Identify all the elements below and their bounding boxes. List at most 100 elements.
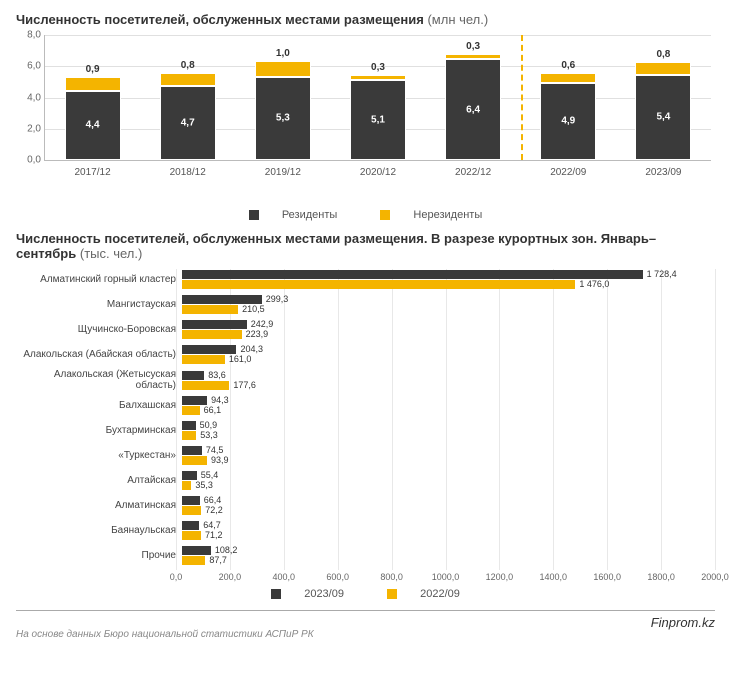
hbar-bars: 64,771,2 <box>182 520 715 541</box>
legend-label: Резиденты <box>282 209 337 221</box>
bar-residents: 4,7 <box>160 86 216 160</box>
hbar-2022: 72,2 <box>182 506 201 515</box>
col-stack: 4,7 0,8 <box>160 73 216 160</box>
hbar-value: 87,7 <box>209 555 227 565</box>
bar-nonresidents: 0,6 <box>540 73 596 82</box>
x-tick-label: 2022/09 <box>521 167 616 178</box>
hbar-2023: 83,6 <box>182 371 204 380</box>
hbar-2022: 66,1 <box>182 406 200 415</box>
chart1-legend: Резиденты Нерезиденты <box>16 209 715 221</box>
bar-nonresidents: 0,3 <box>445 54 501 59</box>
col-slot: 4,70,82018/12 <box>140 35 235 160</box>
hbar-bars: 108,287,7 <box>182 545 715 566</box>
hbar-x-tick-label: 0,0 <box>170 572 183 582</box>
hbar-row: Балхашская94,366,1 <box>16 395 715 416</box>
bar-label: 0,6 <box>541 60 595 71</box>
y-tick-label: 6,0 <box>17 61 41 72</box>
hbar-category-label: Баянаульская <box>16 525 182 536</box>
hbar-2023: 74,5 <box>182 446 202 455</box>
hbar-2022: 71,2 <box>182 531 201 540</box>
chart1-title-text: Численность посетителей, обслуженных мес… <box>16 12 424 27</box>
hbar-row: Прочие108,287,7 <box>16 545 715 566</box>
bar-nonresidents: 0,8 <box>635 62 691 75</box>
x-tick-label: 2017/12 <box>45 167 140 178</box>
hbar-2022: 87,7 <box>182 556 205 565</box>
hbar-2023: 299,3 <box>182 295 262 304</box>
hbar-value: 66,4 <box>204 495 222 505</box>
hbar-category-label: «Туркестан» <box>16 450 182 461</box>
bar-nonresidents: 0,9 <box>65 77 121 91</box>
hbar-2023: 242,9 <box>182 320 247 329</box>
swatch-gold <box>387 589 397 599</box>
chart2-title: Численность посетителей, обслуженных мес… <box>16 231 715 261</box>
bar-label: 4,9 <box>541 116 595 127</box>
bar-residents: 6,4 <box>445 59 501 160</box>
hbar-value: 94,3 <box>211 395 229 405</box>
hbar-value: 74,5 <box>206 445 224 455</box>
bar-label: 1,0 <box>256 48 310 59</box>
hbar-category-label: Балхашская <box>16 400 182 411</box>
hbar-category-label: Алакольская (Жетысуская область) <box>16 369 182 391</box>
hbar-bars: 50,953,3 <box>182 420 715 441</box>
col-stack: 5,31,0 <box>255 61 311 160</box>
hbar-bars: 242,9223,9 <box>182 319 715 340</box>
y-tick-label: 8,0 <box>17 30 41 41</box>
col-stack: 4,4 0,9 <box>65 77 121 160</box>
hbar-value: 83,6 <box>208 370 226 380</box>
hbar-row: Бухтарминская50,953,3 <box>16 420 715 441</box>
hbar-row: Алматинский горный кластер1 728,41 476,0 <box>16 269 715 290</box>
bar-nonresidents: 1,0 <box>255 61 311 77</box>
swatch-gold <box>380 210 390 220</box>
legend-item-2022: 2022/09 <box>377 588 470 600</box>
hbar-2023: 64,7 <box>182 521 199 530</box>
hbar-chart: Алматинский горный кластер1 728,41 476,0… <box>16 269 715 586</box>
hbar-category-label: Щучинско-Боровская <box>16 324 182 335</box>
hbar-value: 223,9 <box>246 329 269 339</box>
y-tick-label: 4,0 <box>17 92 41 103</box>
legend-label: Нерезиденты <box>413 209 482 221</box>
hbar-row: Баянаульская64,771,2 <box>16 520 715 541</box>
bar-nonresidents: 0,8 <box>160 73 216 86</box>
footer: Finprom.kz На основе данных Бюро национа… <box>16 610 715 640</box>
bar-label: 4,7 <box>161 117 215 128</box>
x-tick-label: 2020/12 <box>330 167 425 178</box>
col-stack: 6,4 0,3 <box>445 54 501 160</box>
hbar-2022: 35,3 <box>182 481 191 490</box>
legend-item-2023: 2023/09 <box>261 588 354 600</box>
hbar-row: Мангистауская299,3210,5 <box>16 294 715 315</box>
col-slot: 5,40,82023/09 <box>616 35 711 160</box>
source: На основе данных Бюро национальной стати… <box>16 629 715 640</box>
hbar-2022: 223,9 <box>182 330 242 339</box>
x-tick-label: 2022/12 <box>426 167 521 178</box>
bar-label: 6,4 <box>446 104 500 115</box>
hbar-bars: 1 728,41 476,0 <box>182 269 715 290</box>
col-slot: 4,40,92017/12 <box>45 35 140 160</box>
hbar-value: 299,3 <box>266 294 289 304</box>
x-tick-label: 2019/12 <box>235 167 330 178</box>
col-stack: 5,40,8 <box>635 62 691 160</box>
hbar-category-label: Бухтарминская <box>16 425 182 436</box>
legend-label: 2022/09 <box>420 588 460 600</box>
hbar-x-tick-label: 1600,0 <box>593 572 621 582</box>
legend-label: 2023/09 <box>304 588 344 600</box>
hbar-value: 210,5 <box>242 304 265 314</box>
bar-label: 4,4 <box>66 120 120 131</box>
hbar-xaxis: 0,0200,0400,0600,0800,01000,01200,01400,… <box>176 570 715 586</box>
hbar-value: 72,2 <box>205 505 223 515</box>
hbar-value: 71,2 <box>205 530 223 540</box>
bar-label: 0,8 <box>636 49 690 60</box>
hbar-2023: 50,9 <box>182 421 196 430</box>
chart1-title: Численность посетителей, обслуженных мес… <box>16 12 715 27</box>
hbar-value: 66,1 <box>204 405 222 415</box>
hbar-2022: 161,0 <box>182 355 225 364</box>
bar-residents: 5,1 <box>350 80 406 160</box>
hbar-2023: 204,3 <box>182 345 236 354</box>
chart2-legend: 2023/09 2022/09 <box>16 588 715 600</box>
swatch-dark <box>249 210 259 220</box>
hbar-2022: 93,9 <box>182 456 207 465</box>
bar-label: 0,9 <box>66 64 120 75</box>
hbar-value: 177,6 <box>233 380 256 390</box>
col-slot: 4,90,62022/09 <box>521 35 616 160</box>
hbar-value: 55,4 <box>201 470 219 480</box>
hbar-value: 108,2 <box>215 545 238 555</box>
